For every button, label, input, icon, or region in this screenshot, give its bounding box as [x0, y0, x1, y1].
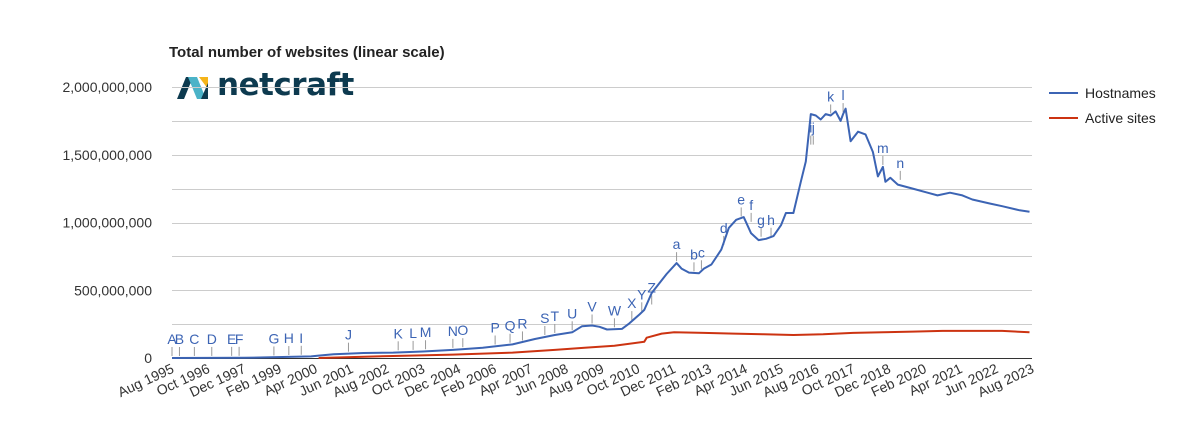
- annotation-label: N: [448, 323, 458, 339]
- annotation-label: d: [720, 220, 728, 236]
- annotation-label: C: [189, 331, 199, 347]
- annotation-label: b: [690, 246, 698, 262]
- annotation-label: Y: [637, 286, 647, 302]
- y-tick-label: 500,000,000: [74, 282, 152, 298]
- annotation-label: J: [345, 327, 352, 343]
- legend-item: Active sites: [1049, 110, 1156, 126]
- annotation-label: m: [877, 140, 889, 156]
- legend-swatch: [1049, 117, 1078, 119]
- netcraft-logo: netcraft: [177, 70, 354, 101]
- annotation-label: L: [409, 325, 417, 341]
- annotation-label: Z: [647, 280, 656, 296]
- annotation-label: T: [550, 308, 559, 324]
- y-tick-label: 2,000,000,000: [62, 79, 152, 95]
- annotation-label: R: [517, 315, 527, 331]
- chart-title: Total number of websites (linear scale): [169, 44, 445, 61]
- y-tick-label: 1,500,000,000: [62, 147, 152, 163]
- annotation-label: f: [749, 197, 753, 213]
- annotation-label: g: [757, 212, 765, 228]
- annotation-label: E: [227, 331, 236, 347]
- annotation-label: X: [627, 295, 637, 311]
- annotation-markers: AB C D EF G H I J K L M N O P Q R S T U V W XY Zab cde fg h i jk l mn: [167, 87, 904, 356]
- annotation-label: n: [896, 155, 904, 171]
- series-lines: [171, 107, 1030, 359]
- annotation-label: Q: [505, 318, 516, 334]
- annotation-label: U: [567, 305, 577, 321]
- annotation-label: c: [698, 244, 705, 260]
- netcraft-logo-text: netcraft: [217, 67, 354, 103]
- legend-swatch: [1049, 92, 1078, 94]
- annotation-label: K: [394, 325, 404, 341]
- annotation-label: O: [457, 322, 468, 338]
- annotation-label: B: [175, 331, 184, 347]
- legend-label: Active sites: [1085, 110, 1156, 126]
- annotation-label: W: [608, 302, 622, 318]
- annotation-label: S: [540, 310, 549, 326]
- series-line-active-sites: [318, 329, 1030, 359]
- annotation-label: j: [811, 120, 815, 136]
- legend-label: Hostnames: [1085, 85, 1156, 101]
- y-tick-label: 0: [144, 350, 152, 366]
- legend-item: Hostnames: [1049, 85, 1156, 101]
- y-axis: 0 500,000,000 1,000,000,000 1,500,000,000 2,…: [62, 79, 152, 366]
- annotation-label: P: [490, 319, 499, 335]
- annotation-label: e: [737, 191, 745, 207]
- grid-lines: [172, 87, 1032, 359]
- annotation-label: D: [207, 331, 217, 347]
- annotation-label: a: [673, 236, 681, 252]
- series-line-hostnames: [171, 107, 1030, 359]
- annotation-label: V: [587, 298, 597, 314]
- annotation-label: M: [420, 324, 432, 340]
- annotation-label: A: [167, 331, 177, 347]
- y-tick-label: 1,000,000,000: [62, 215, 152, 231]
- annotation-label: i: [809, 120, 812, 136]
- annotation-label: l: [842, 87, 845, 103]
- annotation-label: G: [268, 330, 279, 346]
- annotation-label: H: [284, 330, 294, 346]
- annotation-label: I: [299, 330, 303, 346]
- annotation-label: F: [235, 331, 244, 347]
- annotation-label: k: [827, 88, 835, 104]
- annotation-label: h: [767, 212, 775, 228]
